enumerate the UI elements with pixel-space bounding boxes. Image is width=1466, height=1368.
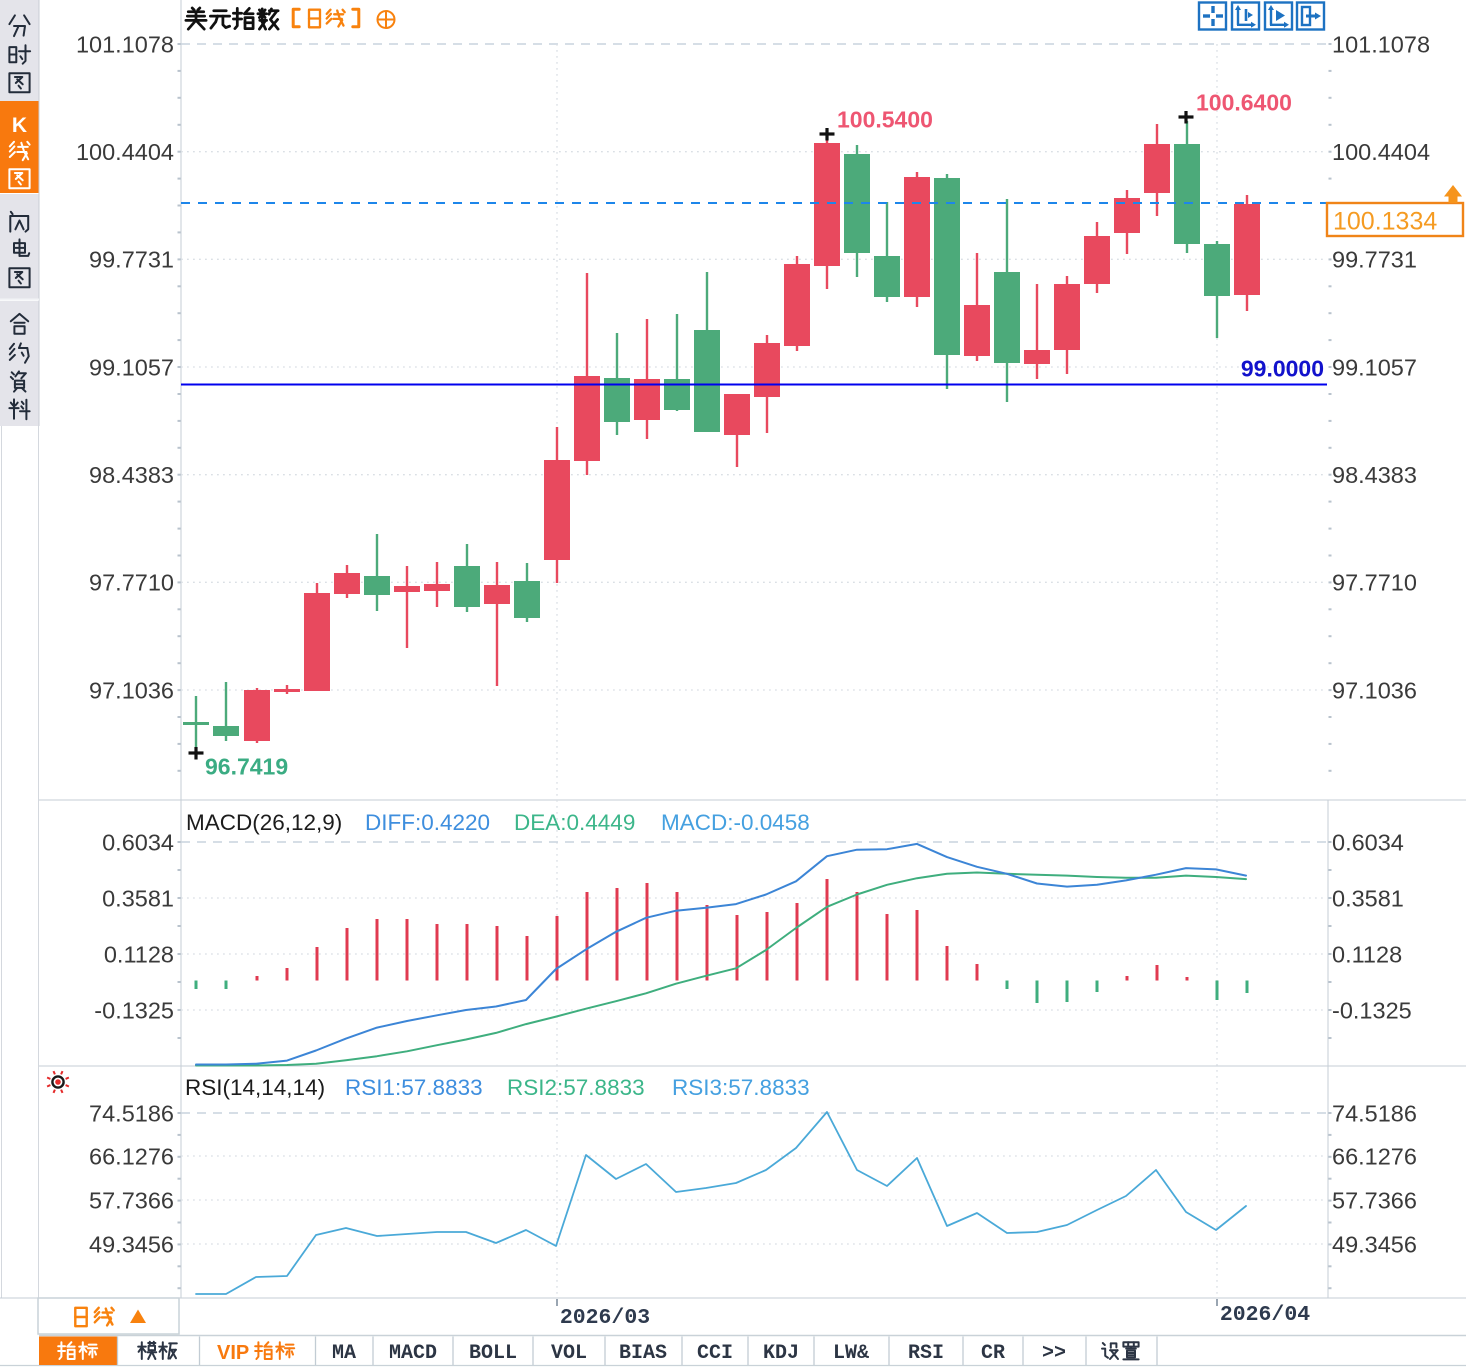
svg-text:CCI: CCI: [697, 1342, 733, 1365]
svg-text:VOL: VOL: [551, 1342, 587, 1365]
svg-text:98.4383: 98.4383: [1332, 462, 1417, 488]
svg-text:99.7731: 99.7731: [89, 247, 174, 273]
svg-text:66.1276: 66.1276: [89, 1143, 174, 1169]
svg-text:K: K: [12, 114, 27, 137]
svg-text:RSI: RSI: [908, 1342, 944, 1365]
svg-text:MACD:-0.0458: MACD:-0.0458: [661, 810, 810, 835]
svg-text:0.6034: 0.6034: [102, 829, 174, 855]
svg-text:99.1057: 99.1057: [89, 354, 174, 380]
svg-text:LW&: LW&: [833, 1342, 869, 1365]
svg-text:2026/03: 2026/03: [560, 1306, 650, 1330]
svg-text:97.1036: 97.1036: [89, 677, 174, 703]
svg-text:49.3456: 49.3456: [89, 1231, 174, 1257]
svg-text:RSI(14,14,14): RSI(14,14,14): [185, 1075, 325, 1100]
svg-text:MA: MA: [332, 1342, 356, 1365]
svg-text:0.1128: 0.1128: [1332, 941, 1402, 967]
svg-text:DEA:0.4449: DEA:0.4449: [514, 810, 635, 835]
svg-text:97.7710: 97.7710: [1332, 570, 1417, 596]
svg-text:99.7731: 99.7731: [1332, 247, 1417, 273]
svg-text:-0.1325: -0.1325: [1332, 997, 1412, 1023]
svg-text:MACD: MACD: [389, 1342, 437, 1365]
svg-text:49.3456: 49.3456: [1332, 1231, 1417, 1257]
svg-text:74.5186: 74.5186: [89, 1100, 174, 1126]
svg-text:0.1128: 0.1128: [104, 941, 174, 967]
svg-text:>>: >>: [1042, 1342, 1066, 1365]
svg-text:101.1078: 101.1078: [76, 31, 174, 57]
svg-text:0.3581: 0.3581: [1332, 885, 1404, 911]
svg-text:99.0000: 99.0000: [1241, 356, 1324, 382]
svg-text:100.4404: 100.4404: [76, 139, 174, 165]
svg-text:0.3581: 0.3581: [102, 885, 174, 911]
svg-text:99.1057: 99.1057: [1332, 354, 1417, 380]
svg-text:BIAS: BIAS: [619, 1342, 667, 1365]
svg-text:MACD(26,12,9): MACD(26,12,9): [186, 810, 342, 835]
svg-text:57.7366: 57.7366: [89, 1187, 174, 1213]
svg-text:100.4404: 100.4404: [1332, 139, 1430, 165]
svg-text:RSI2:57.8833: RSI2:57.8833: [507, 1075, 645, 1100]
svg-text:100.5400: 100.5400: [837, 107, 933, 133]
svg-text:RSI1:57.8833: RSI1:57.8833: [345, 1075, 483, 1100]
svg-text:-0.1325: -0.1325: [94, 997, 174, 1023]
svg-text:RSI3:57.8833: RSI3:57.8833: [672, 1075, 810, 1100]
svg-text:KDJ: KDJ: [763, 1342, 799, 1365]
svg-text:100.1334: 100.1334: [1333, 208, 1437, 236]
svg-text:100.6400: 100.6400: [1196, 90, 1292, 116]
svg-text:96.7419: 96.7419: [205, 754, 288, 780]
svg-text:74.5186: 74.5186: [1332, 1100, 1417, 1126]
svg-text:BOLL: BOLL: [469, 1342, 517, 1365]
svg-text:101.1078: 101.1078: [1332, 31, 1430, 57]
svg-text:0.6034: 0.6034: [1332, 829, 1404, 855]
svg-text:2026/04: 2026/04: [1220, 1303, 1310, 1327]
svg-text:DIFF:0.4220: DIFF:0.4220: [365, 810, 490, 835]
svg-text:66.1276: 66.1276: [1332, 1143, 1417, 1169]
svg-text:98.4383: 98.4383: [89, 462, 174, 488]
svg-text:97.1036: 97.1036: [1332, 677, 1417, 703]
svg-text:VIP: VIP: [217, 1342, 249, 1364]
svg-text:57.7366: 57.7366: [1332, 1187, 1417, 1213]
svg-text:CR: CR: [981, 1342, 1005, 1365]
svg-text:97.7710: 97.7710: [89, 570, 174, 596]
